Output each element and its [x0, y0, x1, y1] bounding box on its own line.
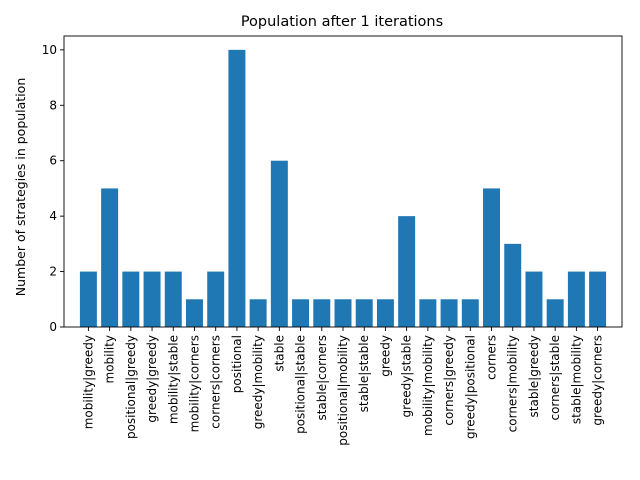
bar-13 [355, 299, 373, 327]
x-tick-label: greedy [378, 335, 392, 377]
x-axis-ticks: mobility|greedy mobility positional|greedy… [81, 327, 605, 446]
x-tick-label: corners|corners [209, 335, 223, 429]
bars-group [79, 49, 607, 327]
y-tick-label: 10 [42, 43, 57, 57]
chart-title: Population after 1 iterations [241, 14, 443, 30]
x-tick-label: mobility|greedy [81, 335, 95, 429]
bar-18 [461, 299, 479, 327]
bar-6 [207, 271, 225, 327]
y-tick-label: 6 [49, 154, 57, 168]
x-tick-label: stable|mobility [569, 335, 583, 424]
y-tick-label: 0 [49, 320, 57, 334]
x-tick-label: corners|greedy [442, 335, 456, 426]
x-tick-label: mobility|mobility [421, 335, 435, 436]
bar-17 [440, 299, 458, 327]
bar-1 [101, 188, 119, 327]
bar-11 [313, 299, 331, 327]
bar-4 [164, 271, 182, 327]
x-tick-label: greedy|stable [400, 335, 414, 417]
x-tick-label: corners|stable [548, 335, 562, 421]
x-tick-label: mobility|stable [166, 335, 180, 424]
x-tick-label: positional|stable [294, 335, 308, 434]
bar-24 [589, 271, 607, 327]
bar-8 [249, 299, 267, 327]
bar-10 [292, 299, 310, 327]
x-tick-label: stable|corners [315, 335, 329, 421]
x-tick-label: stable|greedy [527, 335, 541, 417]
bar-7 [228, 49, 246, 327]
bar-12 [334, 299, 352, 327]
bar-23 [567, 271, 585, 327]
x-tick-label: greedy|corners [591, 335, 605, 426]
bar-15 [398, 216, 416, 327]
x-tick-label: stable|stable [357, 335, 371, 412]
y-axis-ticks: 0 2 4 6 8 10 [42, 43, 64, 334]
x-tick-label: positional|greedy [124, 335, 138, 439]
x-tick-label: greedy|mobility [251, 335, 265, 429]
y-axis-label: Number of strategies in population [13, 78, 28, 296]
x-tick-label: mobility [103, 335, 117, 383]
bar-9 [270, 160, 288, 327]
x-tick-label: corners|mobility [506, 335, 520, 432]
bar-16 [419, 299, 437, 327]
x-tick-label: stable [272, 335, 286, 372]
x-tick-label: corners [485, 335, 499, 380]
y-tick-label: 8 [49, 98, 57, 112]
bar-2 [122, 271, 140, 327]
bar-21 [525, 271, 543, 327]
x-tick-label: positional [230, 335, 244, 393]
y-tick-label: 4 [49, 209, 57, 223]
y-tick-label: 2 [49, 265, 57, 279]
bar-5 [185, 299, 203, 327]
x-tick-label: positional|mobility [336, 335, 350, 446]
x-tick-label: greedy|greedy [145, 335, 159, 423]
x-tick-label: greedy|positional [463, 335, 477, 439]
plot-frame [63, 35, 623, 328]
bar-19 [483, 188, 501, 327]
x-tick-label: mobility|corners [187, 335, 201, 432]
bar-22 [546, 299, 564, 327]
bar-20 [504, 243, 522, 327]
bar-14 [376, 299, 394, 327]
bar-0 [79, 271, 97, 327]
bar-3 [143, 271, 161, 327]
